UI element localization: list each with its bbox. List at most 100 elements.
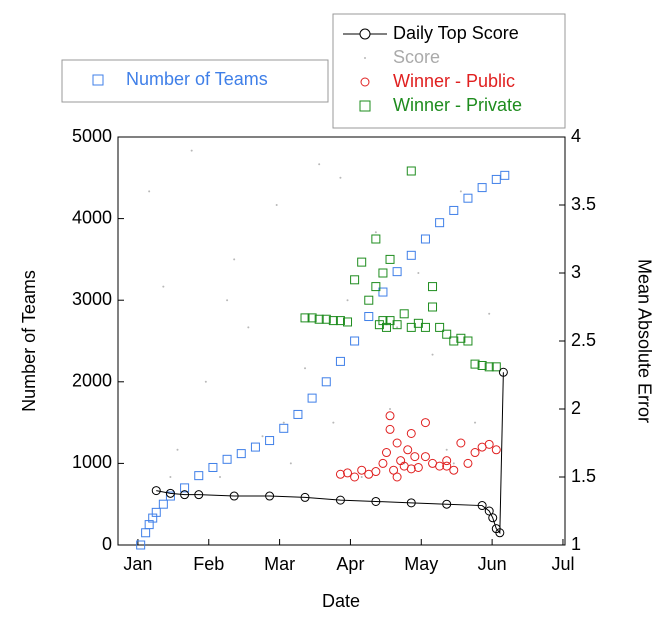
point — [321, 377, 331, 387]
x-tick-label: Jul — [551, 554, 574, 574]
point — [378, 458, 388, 468]
point — [385, 411, 395, 421]
y-tick-label: 3000 — [72, 289, 112, 309]
point — [180, 483, 190, 493]
point — [371, 234, 381, 244]
point — [350, 336, 360, 346]
point — [162, 285, 165, 288]
point — [360, 476, 363, 478]
point — [194, 490, 204, 500]
y2-tick-label: 1.5 — [571, 466, 596, 486]
legend-marker — [92, 74, 104, 86]
legend-marker — [364, 57, 366, 59]
point — [474, 421, 477, 424]
point — [350, 275, 360, 285]
point — [378, 268, 388, 278]
point — [406, 166, 416, 176]
point — [392, 267, 402, 277]
point — [420, 418, 430, 428]
y2-tick-label: 1 — [571, 534, 581, 554]
x-tick-label: May — [404, 554, 438, 574]
y2-tick-label: 2.5 — [571, 330, 596, 350]
y-tick-label: 1000 — [72, 452, 112, 472]
point — [406, 250, 416, 260]
point — [332, 421, 335, 424]
point — [463, 458, 473, 468]
point — [406, 498, 416, 508]
point — [428, 282, 438, 292]
point — [343, 317, 353, 327]
point — [500, 170, 510, 180]
point — [396, 326, 399, 329]
point — [477, 360, 487, 370]
point — [484, 362, 494, 372]
point — [364, 312, 374, 322]
point — [151, 486, 161, 496]
point — [410, 452, 420, 462]
point — [403, 445, 413, 455]
point — [371, 282, 381, 292]
legend-label: Score — [393, 47, 440, 67]
point — [180, 490, 190, 500]
legend-marker — [360, 77, 370, 87]
legend-marker — [359, 100, 371, 112]
point — [420, 322, 430, 332]
point — [392, 438, 402, 448]
point — [406, 428, 416, 438]
legend-box — [332, 13, 566, 129]
point — [445, 448, 448, 451]
point — [279, 423, 289, 433]
point — [141, 528, 151, 538]
point — [378, 287, 388, 297]
point — [413, 462, 423, 472]
point — [136, 540, 146, 550]
point — [374, 231, 377, 234]
point — [385, 254, 395, 264]
point — [158, 499, 168, 509]
y2-axis-title: Mean Absolute Error — [634, 259, 654, 423]
point — [431, 353, 434, 356]
point — [449, 465, 459, 475]
legend-label: Daily Top Score — [393, 23, 519, 43]
point — [226, 299, 229, 302]
point — [417, 272, 420, 274]
point — [420, 234, 430, 244]
y-tick-label: 2000 — [72, 371, 112, 391]
point — [392, 472, 402, 482]
point — [343, 468, 353, 478]
point — [381, 448, 391, 458]
point — [321, 314, 331, 324]
point — [456, 438, 466, 448]
y2-tick-label: 4 — [571, 126, 581, 146]
point — [371, 467, 381, 477]
point — [204, 380, 207, 383]
point — [350, 472, 360, 482]
point — [442, 499, 452, 509]
point — [265, 436, 275, 446]
point — [318, 163, 321, 166]
point — [222, 454, 232, 464]
point — [233, 258, 236, 261]
point — [190, 149, 193, 152]
x-tick-label: Jan — [123, 554, 152, 574]
point — [307, 313, 317, 323]
point — [300, 313, 310, 323]
x-axis-title: Date — [322, 591, 360, 611]
x-tick-label: Jun — [478, 554, 507, 574]
point — [491, 445, 501, 455]
point — [275, 204, 278, 206]
point — [484, 439, 494, 449]
point — [165, 488, 175, 498]
point — [194, 471, 204, 481]
y-axis-title: Number of Teams — [19, 270, 39, 412]
point — [435, 218, 445, 228]
point — [335, 356, 345, 366]
point — [389, 465, 399, 475]
point — [176, 448, 179, 451]
point — [484, 506, 494, 516]
point — [491, 362, 501, 372]
point — [293, 409, 303, 419]
point — [452, 462, 455, 465]
line — [156, 372, 504, 535]
